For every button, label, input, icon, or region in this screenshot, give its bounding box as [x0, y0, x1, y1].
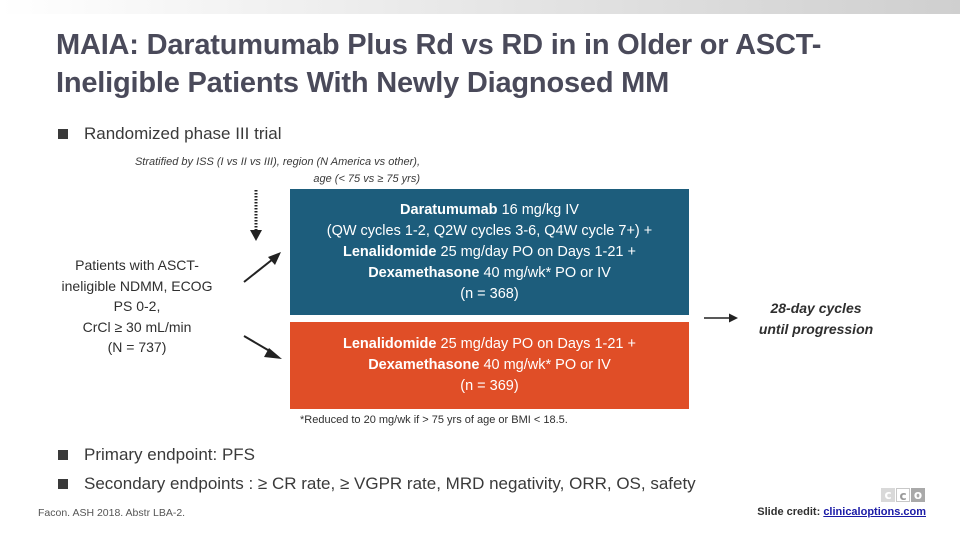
square-bullet-icon [58, 479, 68, 489]
arrow-to-dara-arm-icon [243, 252, 281, 283]
slide-title-line2: Ineligible Patients With Newly Diagnosed… [56, 67, 670, 99]
top-gradient-band [0, 0, 960, 14]
arrow-to-rd-arm-icon [243, 335, 282, 359]
logo-letter-1: c [881, 488, 895, 502]
dotted-down-arrow-icon [250, 190, 262, 241]
patients-line1: Patients with ASCT- [75, 257, 199, 273]
logo-letter-3: o [911, 488, 925, 502]
patients-line2: ineligible NDMM, ECOG [61, 277, 213, 294]
slide-title-line1: MAIA: Daratumumab Plus Rd vs RD in in Ol… [56, 29, 822, 61]
patients-line5: (N = 737) [107, 339, 167, 355]
dara-arm-line3: Lenalidomide 25 mg/day PO on Days 1-21 + [343, 243, 636, 260]
arrow-to-cycles-icon [704, 313, 738, 323]
square-bullet-icon [58, 450, 68, 460]
dose-footnote: *Reduced to 20 mg/wk if > 75 yrs of age … [300, 414, 568, 426]
bullet-secondary-text: Secondary endpoints : ≥ CR rate, ≥ VGPR … [84, 474, 696, 493]
bullet-design: Randomized phase III trial [58, 124, 282, 144]
bullet-secondary-endpoints: Secondary endpoints : ≥ CR rate, ≥ VGPR … [58, 474, 696, 494]
rd-arm-box: Lenalidomide 25 mg/day PO on Days 1-21 +… [290, 322, 689, 409]
cycles-line1: 28-day cycles [770, 300, 862, 316]
cycles-line2: until progression [758, 321, 874, 337]
dara-rd-arm-box: Daratumumab 16 mg/kg IV (QW cycles 1-2, … [290, 189, 689, 315]
source-citation: Facon. ASH 2018. Abstr LBA-2. [38, 507, 186, 519]
slide-title: MAIA: Daratumumab Plus Rd vs RD in in Ol… [56, 26, 936, 102]
dara-arm-n: (n = 368) [460, 285, 519, 302]
logo-letter-2: c [896, 488, 910, 503]
cco-logo: c c o [881, 488, 925, 503]
dara-arm-line1: Daratumumab 16 mg/kg IV [400, 201, 579, 218]
stratification-line2: age (< 75 vs ≥ 75 yrs) [313, 173, 420, 185]
bullet-design-text: Randomized phase III trial [84, 124, 282, 143]
stratification-line1: Stratified by ISS (I vs II vs III), regi… [134, 156, 420, 168]
slide-credit: Slide credit: clinicaloptions.com [757, 506, 926, 518]
dara-arm-schedule: (QW cycles 1-2, Q2W cycles 3-6, Q4W cycl… [326, 222, 653, 239]
patient-population: Patients with ASCT- ineligible NDMM, ECO… [44, 255, 230, 358]
bullet-primary-endpoint: Primary endpoint: PFS [58, 445, 255, 465]
rd-arm-n: (n = 369) [460, 378, 519, 394]
bullet-primary-text: Primary endpoint: PFS [84, 445, 256, 464]
dara-arm-line4: Dexamethasone 40 mg/wk* PO or IV [368, 264, 611, 281]
rd-arm-line1: Lenalidomide 25 mg/day PO on Days 1-21 + [343, 336, 636, 352]
patients-line4: CrCl ≥ 30 mL/min [82, 318, 192, 335]
cycle-duration-note: 28-day cycles until progression [746, 298, 886, 340]
slide-credit-label: Slide credit: [757, 506, 824, 518]
square-bullet-icon [58, 129, 68, 139]
stratification-note: Stratified by ISS (I vs II vs III), regi… [60, 154, 420, 188]
rd-arm-line2: Dexamethasone 40 mg/wk* PO or IV [368, 357, 611, 373]
patients-line3: PS 0-2, [113, 298, 161, 314]
clinicaloptions-link[interactable]: clinicaloptions.com [823, 506, 926, 518]
